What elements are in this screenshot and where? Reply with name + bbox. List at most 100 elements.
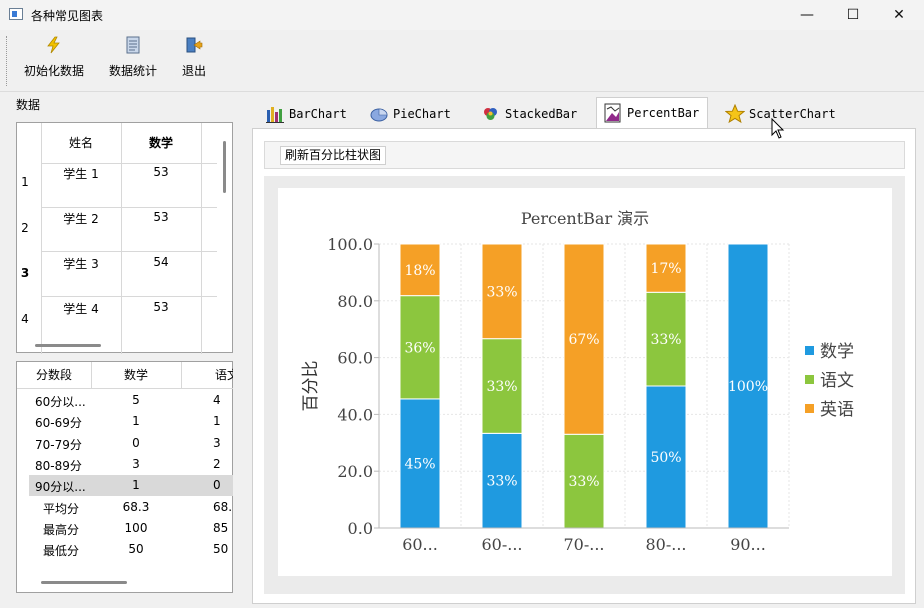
tab-label: ScatterChart bbox=[749, 107, 836, 121]
table-cell-chinese[interactable]: 50 bbox=[213, 542, 229, 557]
column-header-name[interactable]: 姓名 bbox=[68, 136, 93, 150]
table-cell-math[interactable]: 0 bbox=[132, 435, 140, 450]
table-cell-math[interactable]: 50 bbox=[128, 542, 144, 557]
data-group-label: 数据 bbox=[16, 98, 41, 112]
pie-chart-icon bbox=[370, 108, 388, 122]
bar-segment[interactable] bbox=[645, 243, 687, 293]
data-label: 33% bbox=[486, 284, 517, 300]
init-data-label: 初始化数据 bbox=[23, 64, 84, 78]
bar-chart-icon bbox=[266, 107, 284, 123]
data-stats-button[interactable]: 数据统计 bbox=[104, 34, 162, 90]
scores-table[interactable]: 姓名 数学 1 2 3 4 学生 1 53 学生 2 53 学生 3 54 学生… bbox=[16, 122, 233, 354]
window-title: 各种常见图表 bbox=[31, 9, 104, 23]
table-cell-segment[interactable]: 60分以... bbox=[35, 395, 86, 409]
bar-segment[interactable] bbox=[645, 291, 687, 387]
legend-label[interactable]: 英语 bbox=[820, 400, 854, 420]
y-axis-label: 百分比 bbox=[301, 361, 321, 412]
toolbar bbox=[0, 30, 924, 92]
maximize-button[interactable]: ☐ bbox=[846, 7, 860, 23]
table-cell-name[interactable]: 学生 3 bbox=[63, 257, 99, 271]
bar-segment[interactable] bbox=[563, 243, 605, 435]
app-icon bbox=[9, 8, 23, 20]
column-header-math[interactable]: 数学 bbox=[148, 136, 173, 150]
exit-label: 退出 bbox=[181, 64, 206, 78]
table-cell-math[interactable]: 53 bbox=[153, 165, 169, 179]
table-cell-math[interactable]: 3 bbox=[132, 456, 140, 471]
data-label: 33% bbox=[650, 332, 681, 348]
tab-label: PercentBar bbox=[627, 106, 700, 120]
table-cell-math[interactable]: 5 bbox=[132, 393, 140, 407]
horizontal-scrollbar[interactable] bbox=[35, 344, 101, 347]
column-header-chinese[interactable]: 语文 bbox=[215, 368, 233, 382]
tab-scatterchart[interactable]: ScatterChart bbox=[718, 100, 846, 128]
tab-label: StackedBar bbox=[505, 107, 578, 121]
column-header-math[interactable]: 数学 bbox=[123, 368, 148, 382]
percent-bar-chart: PercentBar 演示 百分比 45% 36% 18% 33% 33% 33% 33% 6… bbox=[301, 209, 854, 554]
document-icon bbox=[126, 36, 140, 54]
table-cell-math[interactable]: 100 bbox=[124, 520, 148, 535]
bar-segment[interactable] bbox=[399, 243, 441, 297]
legend-label[interactable]: 数学 bbox=[820, 342, 854, 362]
table-cell-math[interactable]: 53 bbox=[153, 210, 169, 224]
table-cell-chinese[interactable]: 85 bbox=[213, 520, 229, 535]
table-cell-chinese[interactable]: 3 bbox=[213, 435, 221, 450]
table-cell-segment[interactable]: 最高分 bbox=[43, 522, 80, 537]
table-cell-name[interactable]: 学生 2 bbox=[63, 212, 99, 226]
close-button[interactable]: ✕ bbox=[893, 7, 905, 23]
table-cell-segment[interactable]: 70-79分 bbox=[35, 437, 82, 452]
stats-table[interactable]: 分数段 数学 语文 60分以... 5 4 60-69分 1 1 70-79分 0 3 80-89… bbox=[16, 361, 233, 593]
table-cell-math[interactable]: 53 bbox=[153, 300, 169, 314]
table-cell-segment[interactable]: 最低分 bbox=[43, 544, 80, 559]
x-tick-label: 60... bbox=[402, 535, 438, 554]
table-cell-segment[interactable]: 平均分 bbox=[43, 501, 80, 516]
table-cell-math[interactable]: 54 bbox=[153, 255, 169, 269]
toolbar-grip[interactable] bbox=[6, 36, 8, 86]
legend-marker bbox=[805, 375, 814, 384]
bar-segment[interactable] bbox=[399, 295, 441, 400]
table-cell-segment[interactable]: 90分以... bbox=[35, 480, 86, 495]
table-cell-chinese[interactable]: 68. bbox=[213, 499, 233, 514]
table-cell-math[interactable]: 1 bbox=[132, 414, 140, 429]
tab-barchart[interactable]: BarChart bbox=[258, 100, 358, 128]
table-cell-chinese[interactable]: 0 bbox=[213, 478, 221, 493]
tab-piechart[interactable]: PieChart bbox=[362, 100, 462, 128]
bar-segment[interactable] bbox=[481, 243, 523, 340]
bar-segment[interactable] bbox=[481, 338, 523, 434]
table-cell-segment[interactable]: 60-69分 bbox=[35, 416, 82, 431]
row-number[interactable]: 2 bbox=[21, 221, 29, 235]
table-cell-name[interactable]: 学生 4 bbox=[63, 302, 99, 316]
column-header-segment[interactable]: 分数段 bbox=[35, 368, 72, 382]
x-tick-label: 90... bbox=[730, 535, 766, 554]
vertical-scrollbar[interactable] bbox=[223, 141, 226, 193]
data-stats-label: 数据统计 bbox=[108, 64, 157, 78]
tab-stackedbar[interactable]: StackedBar bbox=[474, 100, 586, 128]
row-number[interactable]: 3 bbox=[20, 266, 30, 280]
title-bar bbox=[0, 0, 924, 30]
exit-button[interactable]: 退出 bbox=[176, 34, 212, 90]
row-number[interactable]: 1 bbox=[21, 175, 29, 189]
minimize-button[interactable]: — bbox=[800, 7, 814, 23]
table-cell-chinese[interactable]: 1 bbox=[213, 414, 221, 429]
exit-door-icon bbox=[186, 37, 203, 53]
tab-percentbar[interactable]: PercentBar bbox=[596, 97, 708, 129]
legend-label[interactable]: 语文 bbox=[820, 371, 854, 391]
x-tick-label: 80-... bbox=[645, 535, 686, 554]
table-cell-math[interactable]: 1 bbox=[132, 478, 140, 493]
table-cell-name[interactable]: 学生 1 bbox=[63, 167, 99, 181]
bar-segment[interactable] bbox=[727, 243, 769, 529]
data-label: 67% bbox=[568, 332, 599, 348]
y-tick-label: 80.0 bbox=[337, 292, 373, 311]
table-cell-math[interactable]: 68.3 bbox=[122, 499, 150, 514]
init-data-button[interactable]: 初始化数据 bbox=[18, 34, 90, 90]
refresh-percent-bar-button[interactable]: 刷新百分比柱状图 bbox=[280, 146, 387, 165]
mouse-cursor-icon bbox=[771, 118, 785, 139]
row-number[interactable]: 4 bbox=[21, 312, 29, 326]
data-label: 33% bbox=[486, 379, 517, 395]
tab-label: PieChart bbox=[393, 107, 451, 121]
table-cell-chinese[interactable]: 2 bbox=[213, 456, 221, 471]
y-tick-label: 0.0 bbox=[348, 519, 373, 538]
horizontal-scrollbar[interactable] bbox=[41, 581, 127, 584]
legend-marker bbox=[805, 404, 814, 413]
table-cell-segment[interactable]: 80-89分 bbox=[35, 458, 82, 473]
table-cell-chinese[interactable]: 4 bbox=[213, 393, 221, 407]
